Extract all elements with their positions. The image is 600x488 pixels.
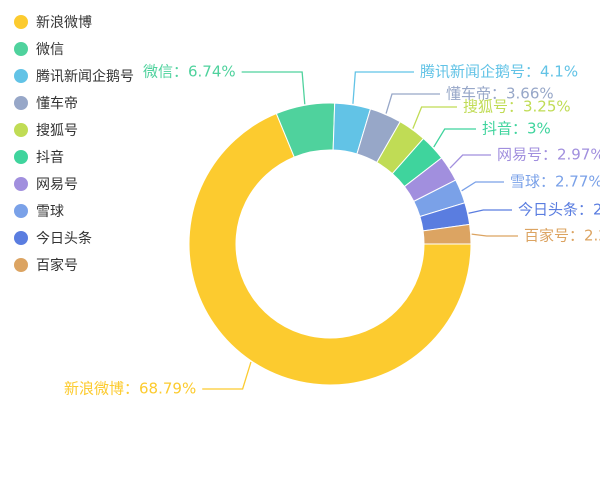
label-line <box>471 233 518 237</box>
legend-item[interactable]: 雪球 <box>14 197 134 224</box>
legend-item[interactable]: 今日头条 <box>14 224 134 251</box>
legend-item[interactable]: 网易号 <box>14 170 134 197</box>
label-line <box>241 71 306 105</box>
chart-legend: 新浪微博微信腾讯新闻企鹅号 懂车帝搜狐号抖音网易号雪球今日头条百家号 <box>14 8 134 278</box>
slice-label: 抖音：3% <box>482 120 551 138</box>
slice-label: 搜狐号：3.25% <box>463 98 571 116</box>
legend-item[interactable]: 搜狐号 <box>14 116 134 143</box>
label-line <box>202 361 252 390</box>
legend-label: 腾讯新闻企鹅号 <box>36 68 134 85</box>
label-line <box>412 106 457 129</box>
label-line <box>461 181 504 192</box>
slice-label: 百家号：2.22% <box>524 227 600 245</box>
legend-item[interactable]: 新浪微博 <box>14 8 134 35</box>
legend-swatch <box>14 41 28 56</box>
legend-swatch <box>14 176 28 191</box>
label-line <box>433 128 476 148</box>
legend-item[interactable]: 懂车帝 <box>14 89 134 116</box>
legend-swatch <box>14 230 28 245</box>
slice-label: 新浪微博：68.79% <box>64 380 196 398</box>
label-line <box>468 209 512 214</box>
label-line <box>385 93 440 114</box>
slice-label: 微信：6.74% <box>143 63 236 81</box>
legend-label: 微信 <box>36 41 64 58</box>
legend-label: 雪球 <box>36 203 64 220</box>
legend-swatch <box>14 122 28 137</box>
legend-swatch <box>14 14 28 29</box>
label-line <box>449 154 491 169</box>
legend-label: 今日头条 <box>36 230 92 247</box>
slice-label: 雪球：2.77% <box>510 173 600 191</box>
label-line <box>352 71 414 104</box>
legend-item[interactable]: 腾讯新闻企鹅号 <box>14 62 134 89</box>
slice-label: 今日头条：2.5% <box>518 201 600 219</box>
slice-label: 网易号：2.97% <box>497 146 600 164</box>
legend-label: 搜狐号 <box>36 122 78 139</box>
legend-label: 网易号 <box>36 176 78 193</box>
legend-item[interactable]: 微信 <box>14 35 134 62</box>
legend-swatch <box>14 149 28 164</box>
legend-label: 懂车帝 <box>36 95 78 112</box>
legend-item[interactable]: 抖音 <box>14 143 134 170</box>
legend-label: 百家号 <box>36 257 78 274</box>
pie-slice[interactable] <box>188 112 472 386</box>
legend-swatch <box>14 203 28 218</box>
legend-label: 新浪微博 <box>36 14 92 31</box>
legend-item[interactable]: 百家号 <box>14 251 134 278</box>
legend-swatch <box>14 68 28 83</box>
legend-label: 抖音 <box>36 149 64 166</box>
legend-swatch <box>14 257 28 272</box>
pie-slice[interactable] <box>422 223 472 245</box>
slice-label: 懂车帝：3.66% <box>446 85 554 103</box>
slice-label: 腾讯新闻企鹅号：4.1% <box>420 63 578 81</box>
legend-swatch <box>14 95 28 110</box>
